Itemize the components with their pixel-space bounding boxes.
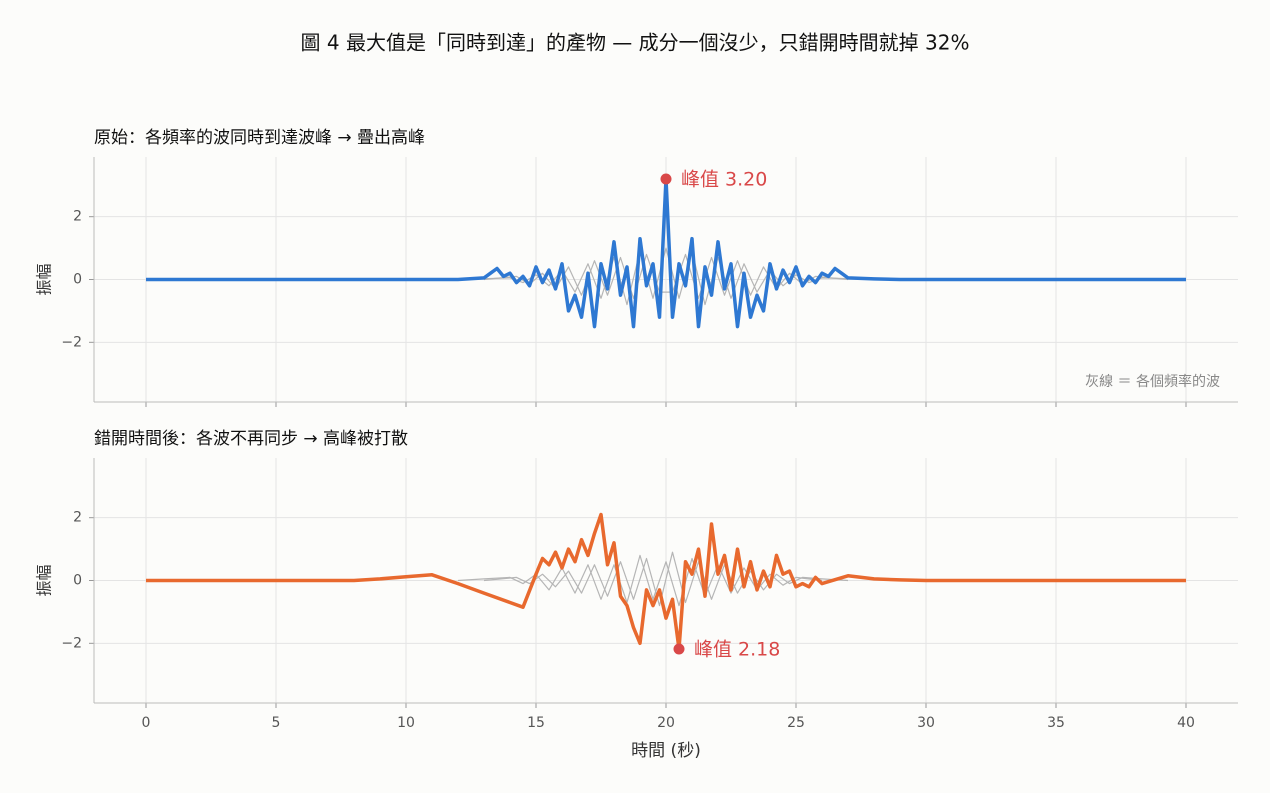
line-series — [483, 551, 849, 607]
peak-marker — [673, 643, 685, 655]
x-tick-label: 5 — [272, 715, 281, 731]
x-axis-label: 時間 (秒) — [631, 741, 701, 761]
y-tick-label: 2 — [73, 209, 82, 225]
peak-label: 峰值 2.18 — [694, 638, 780, 660]
x-tick-label: 40 — [1177, 715, 1195, 731]
y-tick-label: −2 — [61, 635, 82, 651]
y-tick-label: −2 — [61, 334, 82, 350]
line-series — [146, 512, 1186, 651]
figure-title: 圖 4 最大值是「同時到達」的產物 — 成分一個沒少，只錯開時間就掉 32% — [301, 31, 970, 55]
annotation: 灰線 ＝ 各個頻率的波 — [1085, 373, 1220, 390]
panel-title: 原始：各頻率的波同時到達波峰 → 疊出高峰 — [94, 128, 425, 148]
y-tick-label: 0 — [73, 272, 82, 288]
y-axis-label: 振幅 — [35, 564, 54, 596]
x-tick-label: 30 — [917, 715, 935, 731]
x-tick-label: 10 — [397, 715, 415, 731]
y-tick-label: 0 — [73, 573, 82, 589]
peak-marker — [660, 173, 672, 185]
y-tick-label: 2 — [73, 510, 82, 526]
x-tick-label: 0 — [142, 715, 151, 731]
x-tick-label: 35 — [1047, 715, 1065, 731]
line-series — [146, 177, 1186, 329]
x-tick-label: 15 — [527, 715, 545, 731]
x-tick-label: 25 — [787, 715, 805, 731]
y-axis-label: 振幅 — [35, 263, 54, 295]
panel-title: 錯開時間後：各波不再同步 → 高峰被打散 — [94, 429, 408, 449]
x-tick-label: 20 — [657, 715, 675, 731]
peak-label: 峰值 3.20 — [681, 168, 767, 190]
